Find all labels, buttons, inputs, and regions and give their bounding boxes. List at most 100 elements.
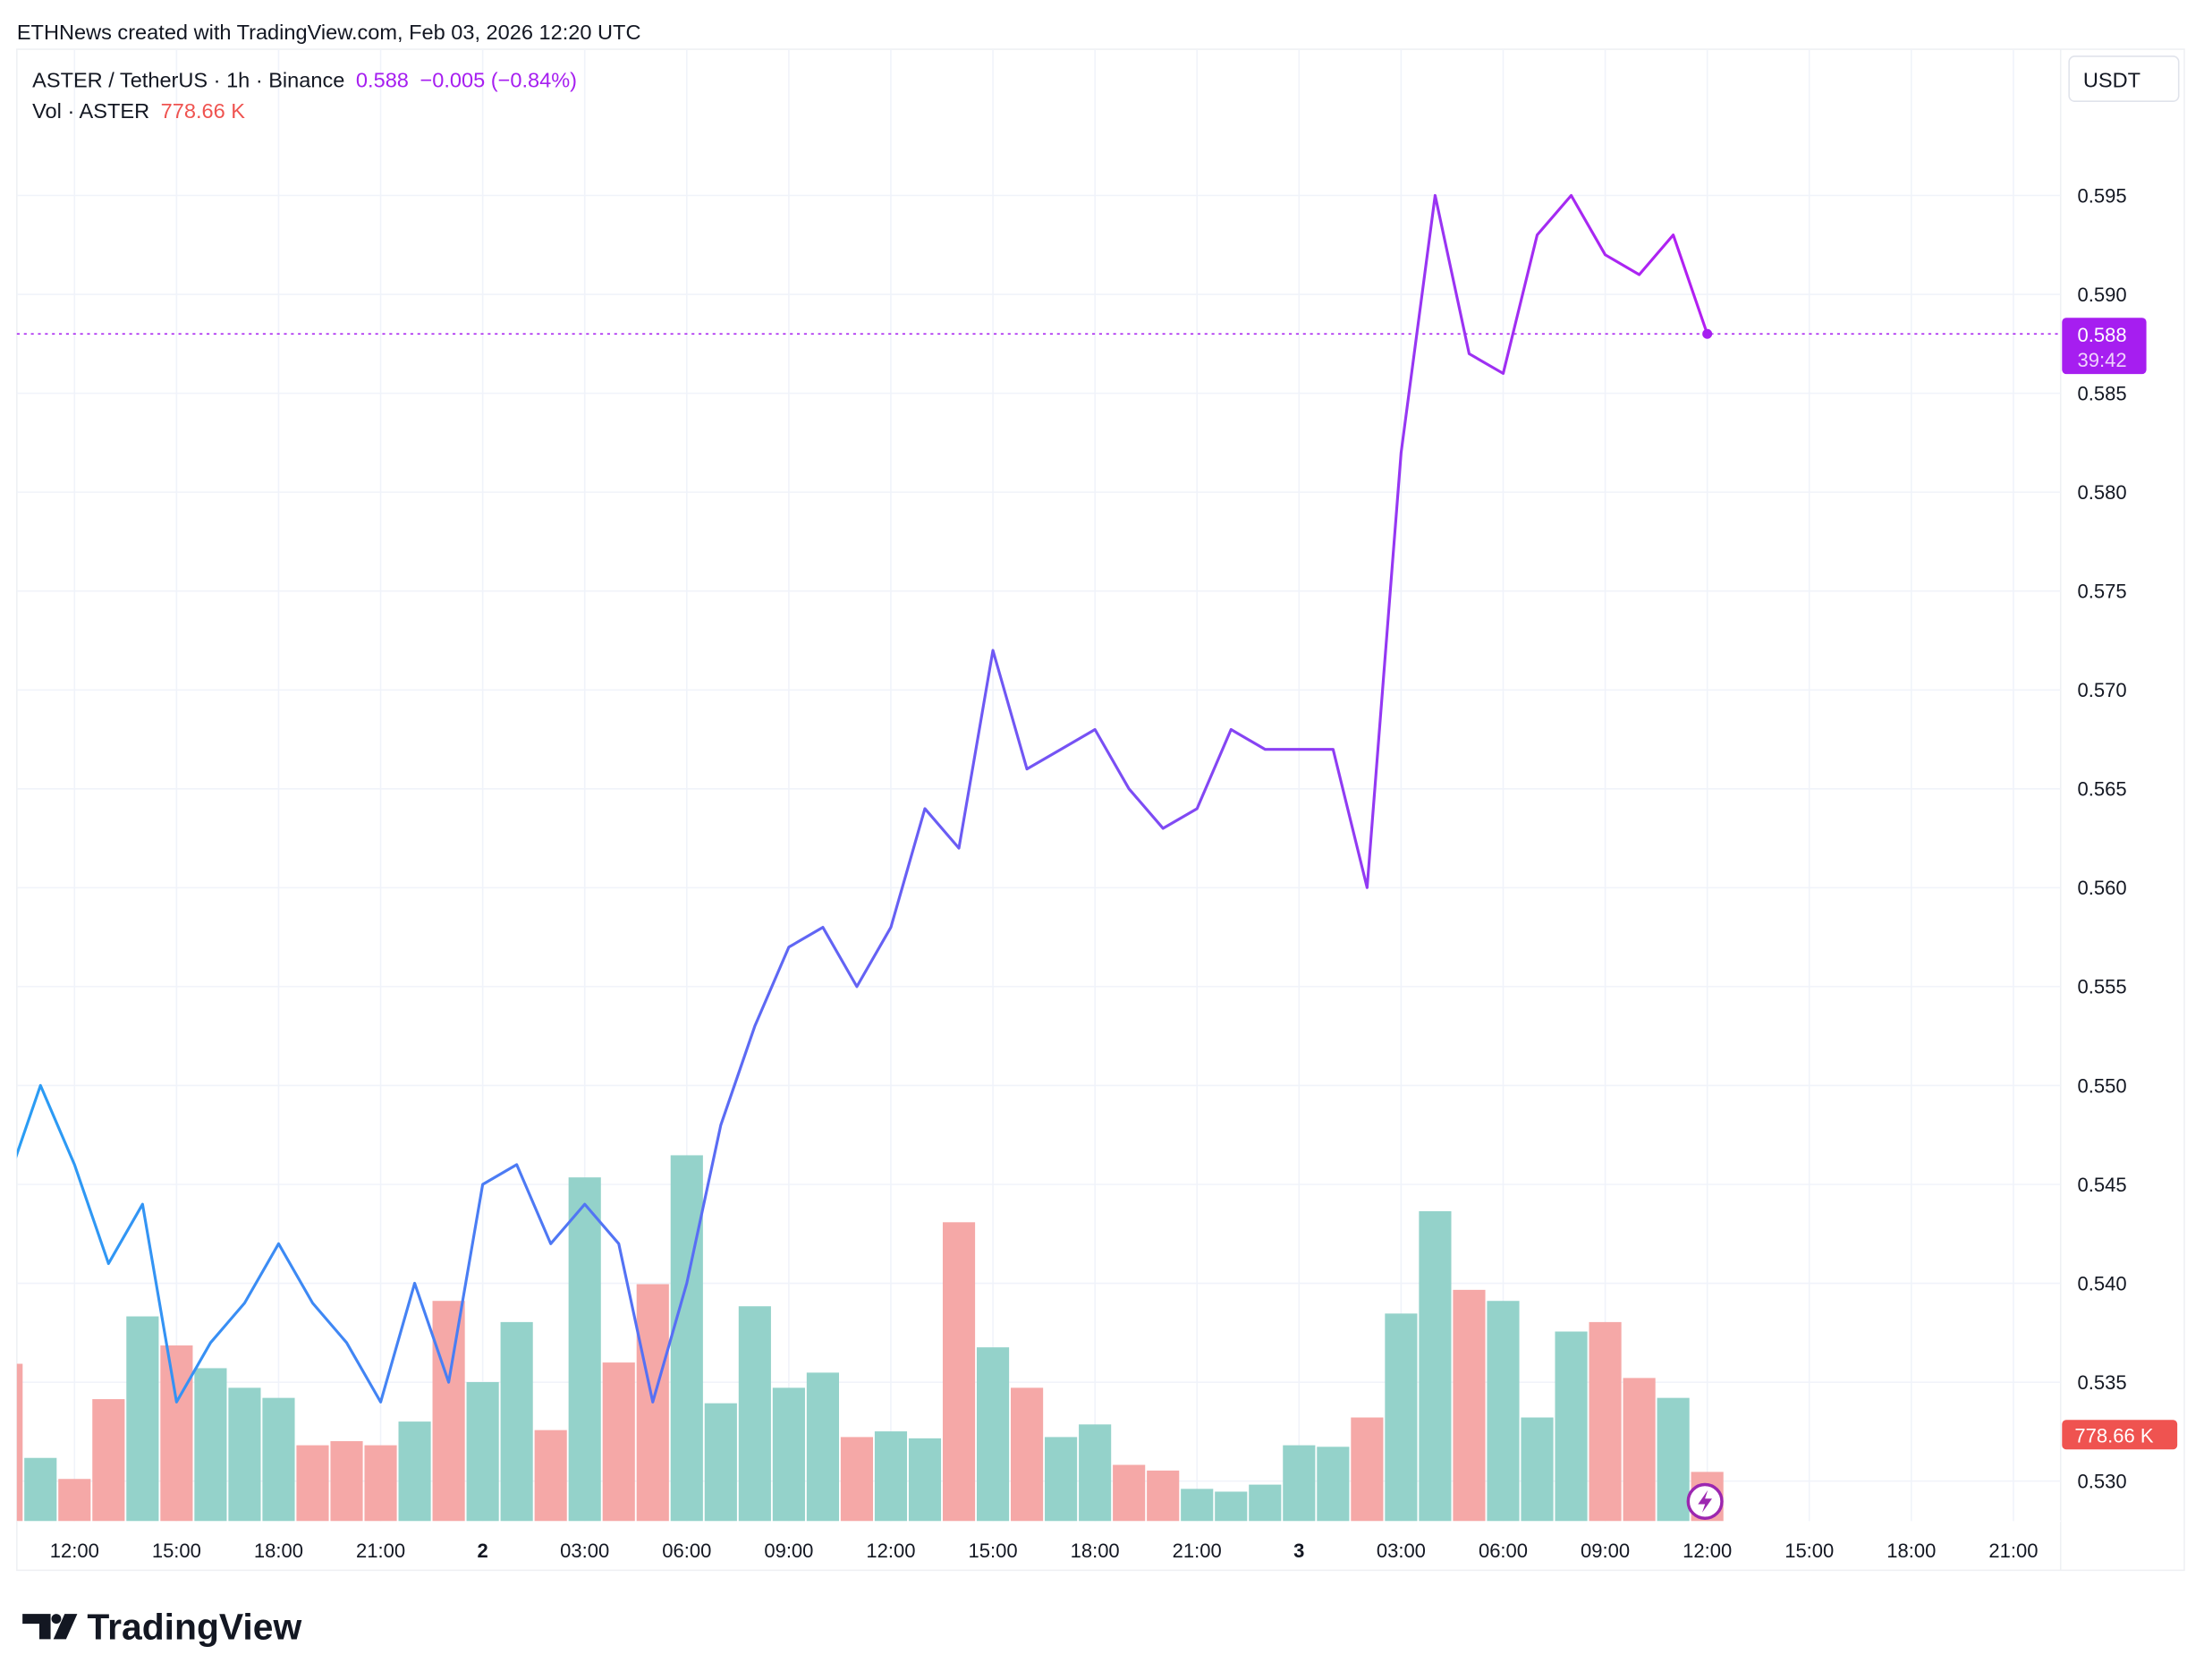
- volume-value-tag: 778.66 K: [2062, 1420, 2178, 1450]
- price-tick-label: 0.590: [2078, 284, 2127, 306]
- volume-bar: [1181, 1489, 1214, 1522]
- time-tick-label: 09:00: [764, 1540, 813, 1562]
- price-tick-label: 0.585: [2078, 382, 2127, 404]
- lightning-event-marker[interactable]: [1686, 1482, 1724, 1520]
- volume-bar: [1555, 1331, 1588, 1522]
- volume-bar: [160, 1345, 193, 1522]
- volume-bar: [92, 1399, 125, 1522]
- time-tick-label: 12:00: [1683, 1540, 1732, 1562]
- volume-value: 778.66 K: [161, 99, 246, 123]
- price-tick-label: 0.560: [2078, 877, 2127, 899]
- volume-bar: [228, 1387, 261, 1522]
- attribution-text: ETHNews created with TradingView.com, Fe…: [17, 21, 641, 44]
- volume-bar: [942, 1222, 976, 1522]
- volume-bar: [568, 1177, 601, 1522]
- volume-bar: [806, 1372, 839, 1522]
- time-tick-label: 18:00: [1071, 1540, 1120, 1562]
- grid-lines: [16, 49, 2061, 1522]
- svg-text:TradingView: TradingView: [87, 1606, 301, 1647]
- price-tick-label: 0.545: [2078, 1174, 2127, 1196]
- price-line: [16, 193, 1709, 1404]
- last-price: 0.588: [356, 68, 409, 91]
- volume-bar: [1079, 1424, 1112, 1522]
- time-tick-label: 12:00: [50, 1540, 99, 1562]
- volume-bar: [262, 1397, 295, 1522]
- svg-text:ASTER / TetherUS · 1h · Binanc: ASTER / TetherUS · 1h · Binance 0.588 −0.0…: [32, 68, 577, 91]
- chart-frame: [16, 48, 2185, 1572]
- price-tick-label: 0.535: [2078, 1371, 2127, 1394]
- price-tick-label: 0.565: [2078, 778, 2127, 801]
- time-tick-label: 2: [478, 1540, 488, 1562]
- volume-bar: [976, 1347, 1010, 1522]
- legend: ASTER / TetherUS · 1h · Binance 0.588 −0.0…: [32, 68, 577, 123]
- time-tick-label: 3: [1293, 1540, 1304, 1562]
- last-price-dot: [1702, 328, 1713, 339]
- volume-bar: [364, 1445, 397, 1522]
- last-price-tag-value: 0.588: [2078, 324, 2127, 346]
- time-tick-label: 06:00: [1479, 1540, 1528, 1562]
- volume-bar: [1011, 1387, 1044, 1522]
- volume-bar: [1045, 1437, 1078, 1522]
- tradingview-logo-icon: [22, 1614, 78, 1640]
- time-axis[interactable]: 12:00 15:00 18:00 21:00 2 03:00 06:00 09:00 12:0…: [50, 1540, 2039, 1562]
- volume-bar: [194, 1368, 227, 1522]
- price-tick-label: 0.555: [2078, 976, 2127, 998]
- time-tick-label: 18:00: [254, 1540, 303, 1562]
- volume-bar: [330, 1441, 363, 1522]
- volume-bar: [1657, 1397, 1690, 1522]
- volume-bar: [466, 1381, 499, 1522]
- volume-bar: [58, 1479, 91, 1522]
- time-tick-label: 09:00: [1581, 1540, 1630, 1562]
- volume-indicator-name[interactable]: Vol · ASTER: [32, 99, 149, 123]
- volume-bars: [16, 1155, 1724, 1522]
- price-axis[interactable]: 0.595 0.590 0.585 0.580 0.575 0.570 0.565 0.560…: [2078, 184, 2127, 1492]
- volume-bar: [534, 1430, 567, 1522]
- volume-bar: [1521, 1417, 1554, 1522]
- time-tick-label: 15:00: [1784, 1540, 1834, 1562]
- volume-bar: [296, 1445, 329, 1522]
- time-tick-label: 12:00: [866, 1540, 915, 1562]
- price-tick-label: 0.595: [2078, 184, 2127, 207]
- volume-bar: [670, 1155, 703, 1522]
- lightning-icon: [1698, 1489, 1712, 1513]
- time-tick-label: 18:00: [1886, 1540, 1936, 1562]
- volume-bar: [908, 1438, 942, 1522]
- last-price-tag: 0.588 39:42: [2062, 318, 2147, 375]
- volume-bar: [1283, 1445, 1316, 1522]
- volume-bar: [126, 1316, 159, 1522]
- price-tick-label: 0.540: [2078, 1272, 2127, 1294]
- volume-bar: [1317, 1447, 1350, 1522]
- tradingview-logo[interactable]: TradingView: [22, 1606, 301, 1647]
- price-change: −0.005 (−0.84%): [420, 68, 577, 91]
- volume-bar: [1351, 1417, 1384, 1522]
- symbol-info[interactable]: ASTER / TetherUS · 1h · Binance: [32, 68, 344, 91]
- price-tick-label: 0.550: [2078, 1074, 2127, 1097]
- time-tick-label: 21:00: [1988, 1540, 2038, 1562]
- volume-bar: [874, 1431, 908, 1522]
- volume-bar: [1419, 1210, 1452, 1522]
- volume-bar: [602, 1362, 635, 1522]
- volume-bar: [1147, 1470, 1180, 1522]
- volume-bar: [1453, 1289, 1486, 1522]
- time-tick-label: 21:00: [356, 1540, 405, 1562]
- volume-bar: [704, 1403, 737, 1522]
- volume-bar: [1623, 1378, 1656, 1522]
- time-tick-label: 15:00: [969, 1540, 1018, 1562]
- currency-button[interactable]: USDT: [2068, 55, 2180, 102]
- price-tick-label: 0.575: [2078, 581, 2127, 603]
- time-tick-label: 15:00: [152, 1540, 201, 1562]
- volume-bar: [500, 1321, 533, 1522]
- volume-bar: [1487, 1301, 1520, 1522]
- volume-bar: [1113, 1464, 1146, 1522]
- volume-bar: [772, 1387, 805, 1522]
- volume-bar: [1215, 1491, 1248, 1522]
- time-tick-label: 03:00: [1377, 1540, 1426, 1562]
- volume-bar: [432, 1301, 465, 1522]
- price-tick-label: 0.580: [2078, 481, 2127, 504]
- volume-bar: [398, 1421, 431, 1522]
- volume-bar: [1589, 1321, 1622, 1522]
- volume-bar: [840, 1437, 874, 1522]
- countdown-timer: 39:42: [2078, 349, 2127, 371]
- time-tick-label: 03:00: [560, 1540, 609, 1562]
